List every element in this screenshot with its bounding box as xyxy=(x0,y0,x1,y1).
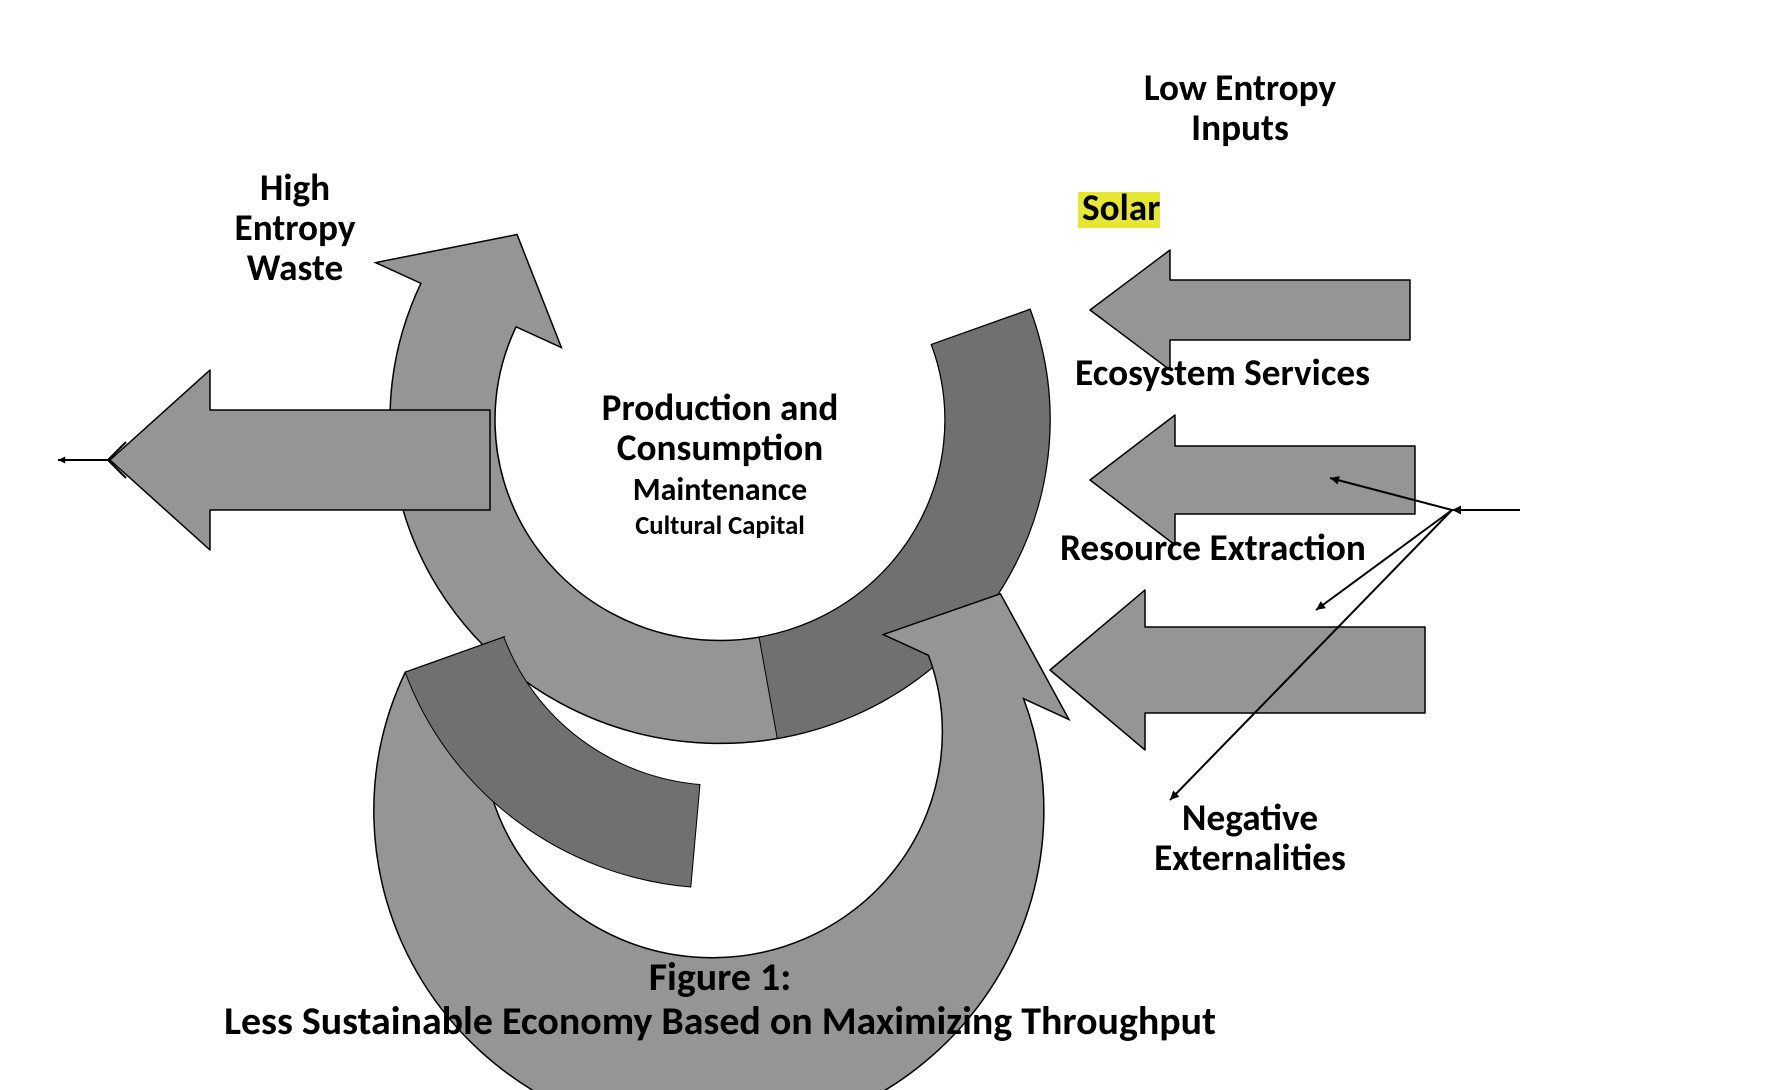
caption-1: Less Sustainable Economy Based on Maximi… xyxy=(224,996,1216,1045)
resource-extraction-label: Resource Extraction xyxy=(1060,526,1366,571)
negative_externalities-0: Negative xyxy=(1182,796,1318,841)
high_entropy_waste-0: High xyxy=(260,166,330,211)
center-line-0: Production and xyxy=(602,386,839,431)
center-line-3: Cultural Capital xyxy=(635,510,805,542)
resource-in-arrow xyxy=(1050,590,1425,750)
high_entropy_waste-1: Entropy xyxy=(235,206,356,251)
high_entropy_waste-2: Waste xyxy=(247,246,343,291)
ecosystem-services-label: Ecosystem Services xyxy=(1075,351,1370,396)
center-line-2: Maintenance xyxy=(633,470,807,509)
solar-label: Solar xyxy=(1082,186,1160,231)
caption-0: Figure 1: xyxy=(649,952,791,1001)
externality-branch-1-head xyxy=(1316,601,1326,610)
center-line-1: Consumption xyxy=(617,426,823,471)
low_entropy_inputs-0: Low Entropy xyxy=(1144,66,1337,111)
low_entropy_inputs-1: Inputs xyxy=(1191,106,1289,151)
negative_externalities-1: Externalities xyxy=(1154,836,1346,881)
externality-in-head xyxy=(1452,506,1461,515)
waste-tail-line-head xyxy=(58,457,65,464)
